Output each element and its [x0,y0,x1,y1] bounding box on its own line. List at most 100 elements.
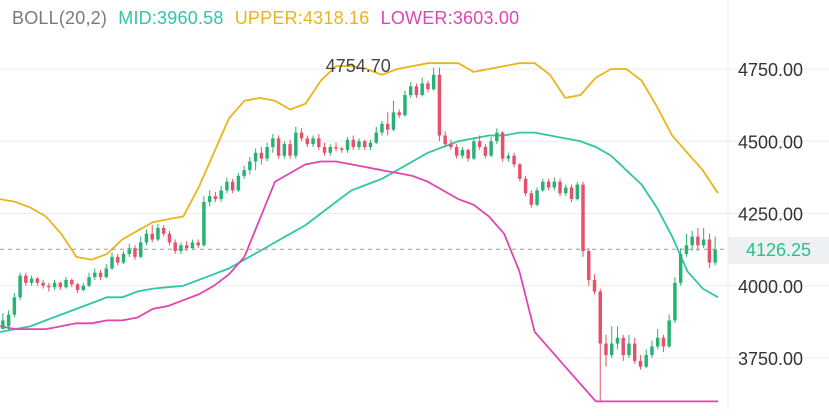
legend-upper: UPPER:4318.16 [234,8,370,28]
candle-body [368,142,373,148]
candle-body [408,86,413,96]
candle-body [489,141,493,156]
candle-body [546,181,551,188]
candle [638,355,643,370]
candle [460,147,465,159]
upper-band-line [0,62,719,261]
candle-body [397,112,401,116]
candle-body [242,170,246,176]
candle [610,326,614,358]
candle-body [127,248,131,254]
candle-body [420,83,424,96]
candle [604,334,608,367]
candle-body [592,279,597,292]
candle-body [690,236,694,246]
candle-body [701,239,706,246]
candle [311,135,315,148]
indicator-legend: BOLL(20,2) MID:3960.58 UPPER:4318.16 LOW… [12,8,525,29]
candle [696,227,700,252]
candle-body [133,248,137,257]
candle [598,288,602,402]
candle-body [213,196,218,200]
candle-body [443,135,447,145]
candle [363,139,367,150]
candle-body [627,343,631,356]
candle-body [644,355,648,367]
candle-body [184,245,189,249]
candle-body [225,181,229,191]
candle-body [403,95,407,116]
candle [615,326,620,350]
candle [121,251,126,265]
candle [271,134,275,153]
candle [408,82,413,98]
candle-body [271,138,275,148]
candle [87,272,91,288]
candle [173,239,177,254]
candle-body [12,297,17,315]
candle [127,243,131,257]
candle [139,236,143,259]
candle [294,126,298,159]
candle [12,292,17,318]
candle [236,173,241,192]
candle [230,178,235,194]
candle-body [81,285,86,291]
candle [64,277,68,289]
candle-body [47,285,51,288]
candle [35,277,40,286]
candle-body [552,181,557,188]
candle [380,121,384,136]
candle [29,275,34,286]
candle-body [139,242,143,257]
candle-body [707,239,712,263]
candle [627,334,631,358]
candle [655,329,660,350]
candle-body [70,279,74,285]
candle [190,239,195,250]
y-tick-label: 4750.00 [738,60,803,80]
candle [144,229,149,246]
candle-body [6,314,11,327]
candle [225,177,229,194]
candle-body [673,282,677,321]
candle-body [248,161,252,171]
candle-body [98,272,103,278]
candle-body [587,251,591,280]
candle-body [156,227,160,240]
candle [6,310,11,331]
candle-body [477,141,482,148]
candle-body [541,181,545,191]
candle-body [581,184,585,252]
candle [196,239,200,249]
candle [179,242,183,254]
candle-body [116,256,120,263]
candle-body [121,253,126,263]
candle [305,135,310,148]
candle-body [173,242,177,252]
candle [47,282,51,292]
candle-body [661,337,666,347]
candle-body [437,74,442,136]
candle [259,147,264,165]
candle [449,139,453,150]
candle-body [282,144,287,156]
mid-band-line [0,131,719,333]
candle [207,190,212,207]
candle [213,191,218,202]
legend-indicator: BOLL(20,2) [12,8,108,28]
candle-body [472,141,476,159]
candle-body [650,346,654,356]
candle-body [311,138,315,145]
candle-body [87,277,91,286]
candle-body [340,148,344,150]
candle-body [512,155,516,165]
candle [219,186,223,202]
candle [707,233,712,269]
candle-body [351,139,355,148]
candle-body [345,139,350,150]
candle-body [569,187,574,200]
candle [340,147,344,153]
